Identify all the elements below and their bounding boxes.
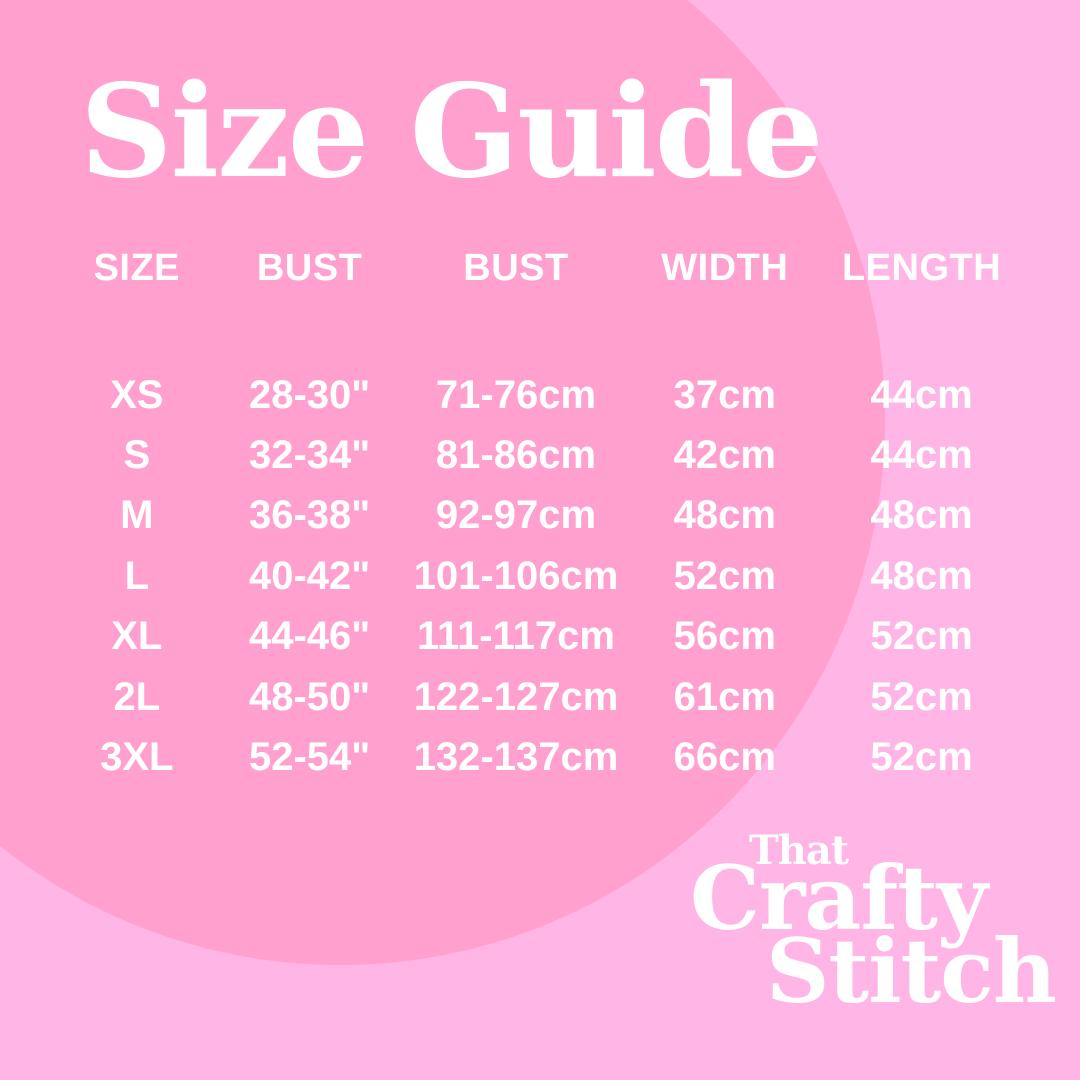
- width-cm: 56cm: [673, 614, 776, 659]
- length-cm: 44cm: [870, 433, 973, 478]
- column-header-width: WIDTH: [661, 246, 789, 289]
- table-row-xs: XS 28-30" 71-76cm 37cm 44cm: [60, 365, 1020, 425]
- width-cm: 42cm: [673, 433, 776, 478]
- bust-cm: 71-76cm: [435, 372, 597, 417]
- page-title: Size Guide: [80, 57, 824, 207]
- length-cm: 44cm: [870, 372, 973, 417]
- width-cm: 52cm: [673, 553, 776, 598]
- column-header-bust-in: BUST: [256, 246, 363, 289]
- length-cm: 52cm: [870, 735, 973, 780]
- bust-inches: 44-46": [248, 614, 371, 659]
- table-row-3xl: 3XL 52-54" 132-137cm 66cm 52cm: [60, 727, 1020, 787]
- logo-line-crafty: Crafty: [690, 846, 988, 950]
- size-label: M: [120, 493, 154, 538]
- length-cm: 48cm: [870, 553, 973, 598]
- bust-cm: 132-137cm: [413, 735, 619, 780]
- table-row-s: S 32-34" 81-86cm 42cm 44cm: [60, 425, 1020, 485]
- table-row-2l: 2L 48-50" 122-127cm 61cm 52cm: [60, 667, 1020, 727]
- bust-cm: 92-97cm: [435, 493, 597, 538]
- column-header-length: LENGTH: [841, 246, 1002, 289]
- bust-inches: 28-30": [248, 372, 371, 417]
- bust-inches: 40-42": [248, 553, 371, 598]
- length-cm: 52cm: [870, 614, 973, 659]
- size-label: S: [123, 433, 151, 478]
- width-cm: 66cm: [673, 735, 776, 780]
- bust-inches: 52-54": [248, 735, 371, 780]
- bust-inches: 48-50": [248, 674, 371, 719]
- table-row-m: M 36-38" 92-97cm 48cm 48cm: [60, 486, 1020, 546]
- bust-inches: 32-34": [248, 433, 371, 478]
- size-label: 2L: [113, 674, 161, 719]
- column-header-size: SIZE: [93, 246, 181, 289]
- size-label: 3XL: [100, 735, 174, 780]
- column-header-bust-cm: BUST: [463, 246, 569, 289]
- table-row-l: L 40-42" 101-106cm 52cm 48cm: [60, 546, 1020, 606]
- bust-cm: 111-117cm: [416, 614, 615, 659]
- size-table: XS 28-30" 71-76cm 37cm 44cm S 32-34" 81-…: [60, 365, 1020, 788]
- bust-cm: 101-106cm: [413, 553, 619, 598]
- size-label: L: [124, 553, 150, 598]
- length-cm: 48cm: [870, 493, 973, 538]
- logo-line-that: That: [749, 827, 849, 874]
- width-cm: 37cm: [673, 372, 776, 417]
- table-row-xl: XL 44-46" 111-117cm 56cm 52cm: [60, 607, 1020, 667]
- logo-line-stitch: Stitch: [766, 919, 1057, 1023]
- width-cm: 61cm: [673, 674, 776, 719]
- width-cm: 48cm: [673, 493, 776, 538]
- size-label: XS: [110, 372, 164, 417]
- bust-inches: 36-38": [248, 493, 371, 538]
- size-label: XL: [111, 614, 163, 659]
- length-cm: 52cm: [870, 674, 973, 719]
- bust-cm: 122-127cm: [413, 674, 619, 719]
- bust-cm: 81-86cm: [435, 433, 597, 478]
- table-header-row: SIZE BUST BUST WIDTH LENGTH: [60, 238, 1020, 298]
